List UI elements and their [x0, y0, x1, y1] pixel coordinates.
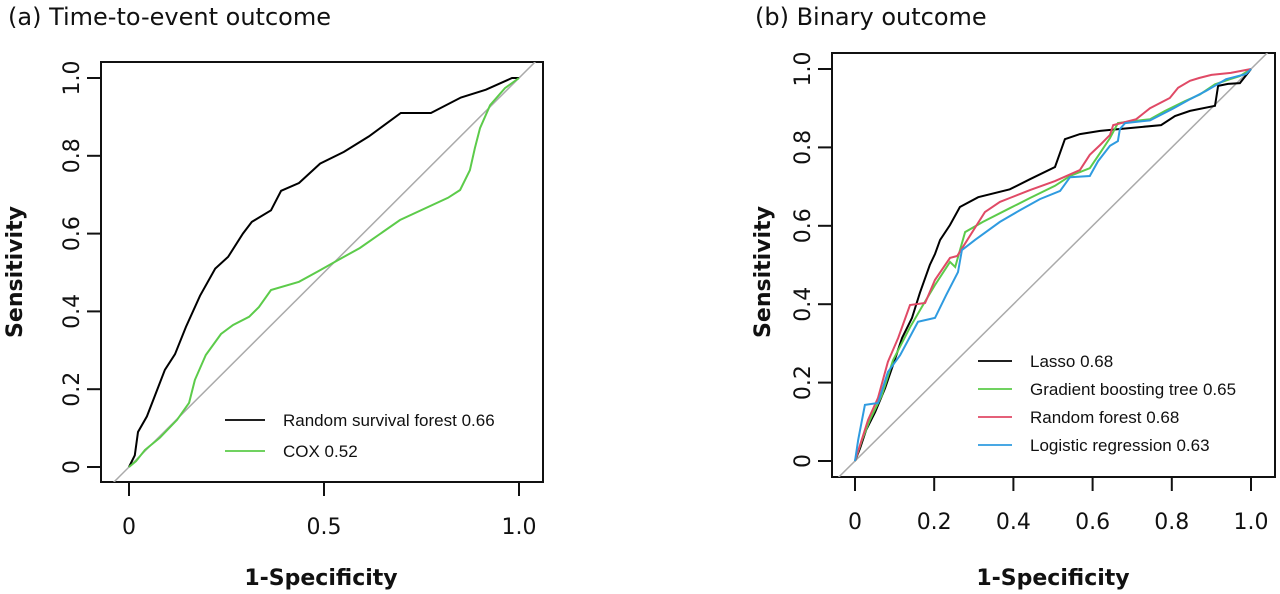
panel-b-y-tick-label: 0.6 — [791, 208, 816, 243]
panel-b-reference-diagonal — [837, 53, 1269, 477]
panel-b-x-tick-label: 0.2 — [917, 510, 952, 535]
panel-b-y-tick-label: 1.0 — [791, 52, 816, 87]
panel-b-y-tick-label: 0 — [791, 454, 816, 468]
panel-a-x-axis-label: 1-Specificity — [244, 566, 397, 591]
panel-b-y-axis-label: Sensitivity — [751, 206, 776, 338]
panel-b-x-axis-label: 1-Specificity — [976, 566, 1129, 591]
panel-binary: (b) Binary outcome 0 0.2 0.4 0.6 0.8 1.0 0 0.2… — [751, 3, 1276, 591]
panel-b-x-tick-label: 1.0 — [1234, 510, 1269, 535]
legend-label: Random forest 0.68 — [1030, 408, 1179, 427]
panel-b-legend: Lasso 0.68 Gradient boosting tree 0.65 Ran… — [978, 352, 1236, 455]
panel-a-plot-frame — [100, 61, 544, 483]
panel-b-title: (b) Binary outcome — [755, 3, 987, 31]
legend-label: Random survival forest 0.66 — [283, 411, 495, 430]
panel-a-x-tick-label: 1.0 — [502, 515, 537, 540]
panel-a-y-tick-label: 1.0 — [60, 61, 85, 96]
panel-a-roc-curve-cox-0-52 — [128, 77, 520, 468]
panel-b-roc-curve-lasso-0-68 — [854, 68, 1252, 462]
panel-a-y-tick-label: 0.4 — [60, 294, 85, 329]
panel-a-roc-curve-random-survival-forest-0-66 — [128, 77, 519, 468]
legend-label: Logistic regression 0.63 — [1030, 436, 1210, 455]
legend-label: Gradient boosting tree 0.65 — [1030, 380, 1236, 399]
legend-label: Lasso 0.68 — [1030, 352, 1113, 371]
panel-time-to-event: (a) Time-to-event outcome 0 0.2 0.4 0.6 0.8 1… — [3, 3, 544, 591]
panel-a-x-tick-label: 0 — [122, 515, 136, 540]
panel-a-x-tick-label: 0.5 — [307, 515, 342, 540]
panel-b-plot-frame — [831, 52, 1276, 478]
panel-a-y-tick-label: 0 — [60, 460, 85, 474]
panel-b-roc-curve-logistic-regression-0-63 — [854, 68, 1252, 462]
panel-b-y-tick-label: 0.2 — [791, 365, 816, 400]
panel-a-y-tick-label: 0.6 — [60, 216, 85, 251]
panel-b-x-tick-label: 0.8 — [1154, 510, 1189, 535]
panel-a-y-tick-label: 0.2 — [60, 372, 85, 407]
panel-a-legend: Random survival forest 0.66 COX 0.52 — [225, 411, 495, 461]
panel-a-y-axis-label: Sensitivity — [3, 206, 28, 338]
panel-a-y-tick-label: 0.8 — [60, 138, 85, 173]
panel-b-y-tick-label: 0.4 — [791, 287, 816, 322]
panel-b-x-tick-label: 0.6 — [1075, 510, 1110, 535]
panel-b-x-tick-label: 0 — [848, 510, 862, 535]
panel-b-roc-curve-random-forest-0-68 — [854, 68, 1252, 462]
panel-b-y-tick-label: 0.8 — [791, 130, 816, 165]
panel-b-x-tick-label: 0.4 — [996, 510, 1031, 535]
panel-a-title: (a) Time-to-event outcome — [8, 3, 331, 31]
legend-label: COX 0.52 — [283, 442, 358, 461]
